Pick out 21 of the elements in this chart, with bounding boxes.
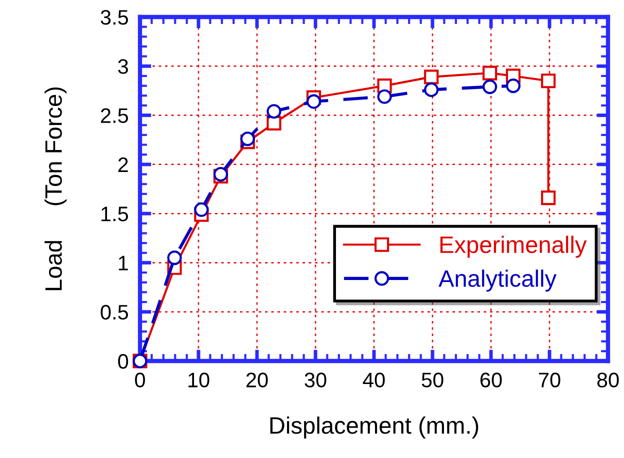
x-tick-label: 10 xyxy=(188,372,210,388)
y-tick-label: 0 xyxy=(118,354,128,369)
y-tick-label: 2.5 xyxy=(100,108,128,124)
y-tick-label: 1 xyxy=(118,256,128,270)
legend-label: Analytically xyxy=(438,270,557,292)
x-tick-label: 0 xyxy=(135,372,145,388)
y-tick-label: 2 xyxy=(118,157,128,172)
y-tick-label: 0.5 xyxy=(100,304,128,320)
y-axis-title: Load (Ton Force) xyxy=(44,87,67,290)
x-tick-label: 60 xyxy=(480,372,502,388)
y-tick-label: 1.5 xyxy=(102,206,128,222)
x-tick-label: 50 xyxy=(422,372,444,388)
x-tick-label: 30 xyxy=(304,372,326,388)
x-axis-title: Displacement (mm.) xyxy=(270,416,478,439)
x-tick-label: 80 xyxy=(597,372,619,388)
x-tick-label: 40 xyxy=(362,372,385,388)
x-tick-label: 70 xyxy=(538,372,560,388)
x-tick-label: 20 xyxy=(246,372,268,388)
y-tick-label: 3 xyxy=(118,59,128,74)
y-tick-label: 3.5 xyxy=(100,10,128,25)
legend-label: Experimenally xyxy=(440,236,587,258)
